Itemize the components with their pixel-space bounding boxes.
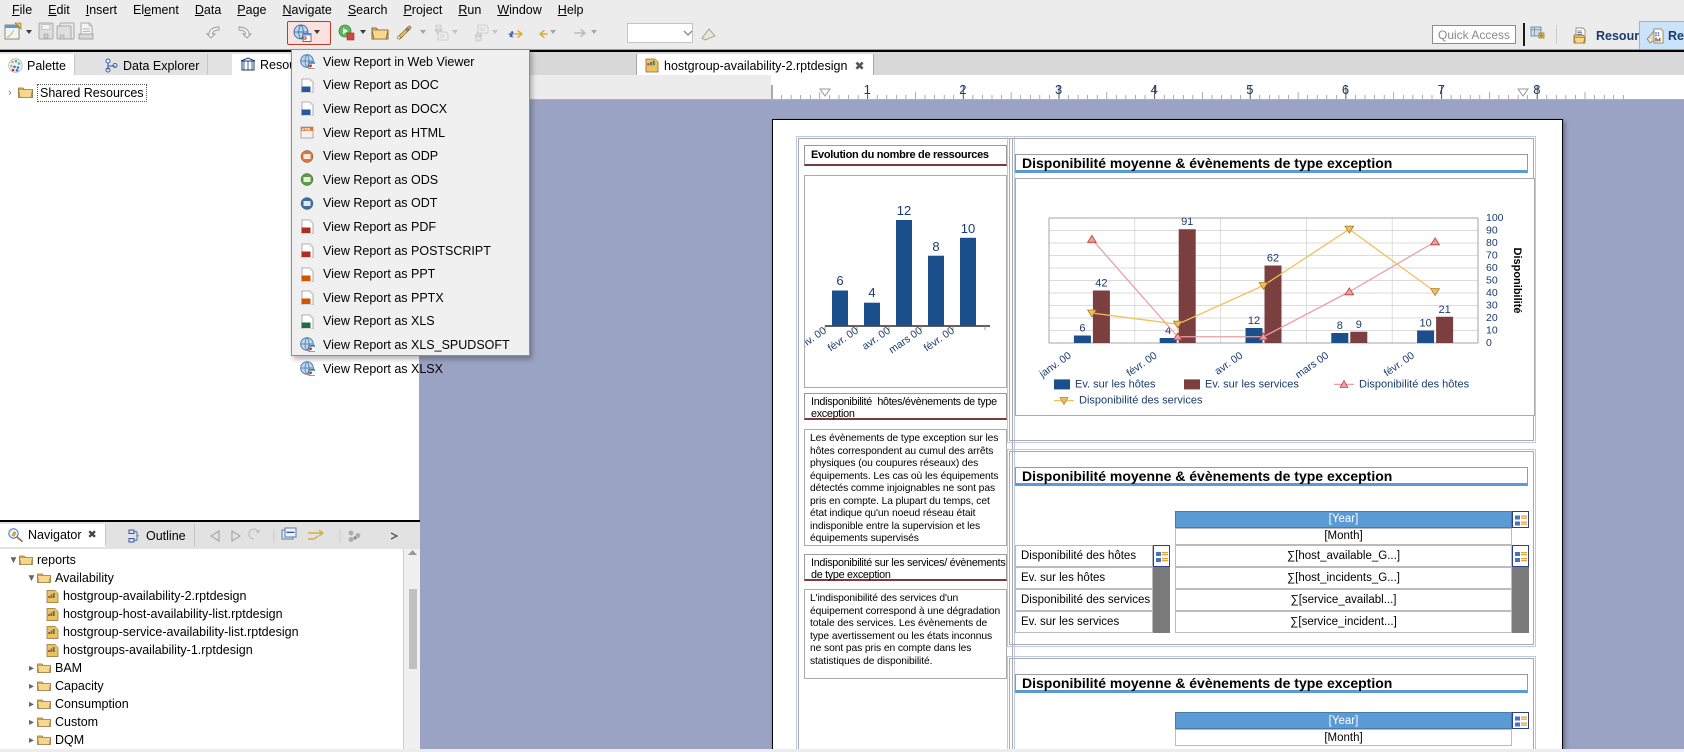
svg-text:Disponibilité des services: Disponibilité des services (1079, 395, 1203, 407)
svg-text:Ev. sur les services: Ev. sur les services (1205, 378, 1299, 390)
svg-text:8: 8 (1337, 320, 1343, 332)
svg-text:80: 80 (1486, 237, 1498, 249)
svg-text:12: 12 (1248, 315, 1260, 327)
svg-text:12: 12 (897, 203, 911, 218)
svg-text:20: 20 (1486, 312, 1498, 324)
svg-text:3: 3 (1055, 82, 1062, 97)
svg-text:Disponibilité: Disponibilité (1511, 248, 1523, 314)
svg-text:mars 00: mars 00 (887, 325, 925, 357)
svg-text:févr. 00: févr. 00 (922, 325, 957, 355)
svg-text:janv. 00: janv. 00 (1036, 350, 1073, 381)
svg-text:62: 62 (1267, 253, 1279, 265)
svg-text:6: 6 (1079, 323, 1085, 335)
svg-text:Ev. sur les hôtes: Ev. sur les hôtes (1075, 378, 1156, 390)
svg-text:91: 91 (1181, 216, 1193, 228)
svg-text:8: 8 (932, 239, 939, 254)
svg-text:HTML: HTML (302, 127, 311, 131)
svg-text:30: 30 (1486, 300, 1498, 312)
svg-text:21: 21 (1438, 304, 1450, 316)
svg-text:10: 10 (961, 221, 975, 236)
svg-text:8: 8 (1533, 82, 1540, 97)
svg-text:févr. 00: févr. 00 (826, 325, 861, 355)
svg-text:févr. 00: févr. 00 (1124, 350, 1159, 380)
svg-text:100: 100 (1486, 212, 1504, 224)
svg-text:4: 4 (868, 285, 875, 300)
svg-text:60: 60 (1486, 262, 1498, 274)
svg-text:5: 5 (1246, 82, 1253, 97)
svg-text:40: 40 (1486, 287, 1498, 299)
svg-text:9: 9 (1356, 319, 1362, 331)
svg-text:7: 7 (1438, 82, 1445, 97)
svg-text:50: 50 (1486, 275, 1498, 287)
svg-text:avr. 00: avr. 00 (1213, 350, 1246, 378)
svg-text:10: 10 (1486, 325, 1498, 337)
svg-text:2: 2 (959, 82, 966, 97)
svg-text:70: 70 (1486, 250, 1498, 262)
svg-text:0: 0 (1486, 337, 1492, 349)
svg-text:6: 6 (836, 273, 843, 288)
svg-text:mars 00: mars 00 (1293, 350, 1331, 382)
svg-text:42: 42 (1095, 278, 1107, 290)
svg-text:1: 1 (864, 82, 871, 97)
svg-text:févr. 00: févr. 00 (1382, 350, 1417, 380)
svg-text:P: P (304, 36, 306, 40)
svg-text:90: 90 (1486, 225, 1498, 237)
svg-text:Disponibilité des hôtes: Disponibilité des hôtes (1359, 378, 1470, 390)
svg-text:4: 4 (1151, 82, 1158, 97)
svg-text:10: 10 (1419, 318, 1431, 330)
svg-text:6: 6 (1342, 82, 1349, 97)
